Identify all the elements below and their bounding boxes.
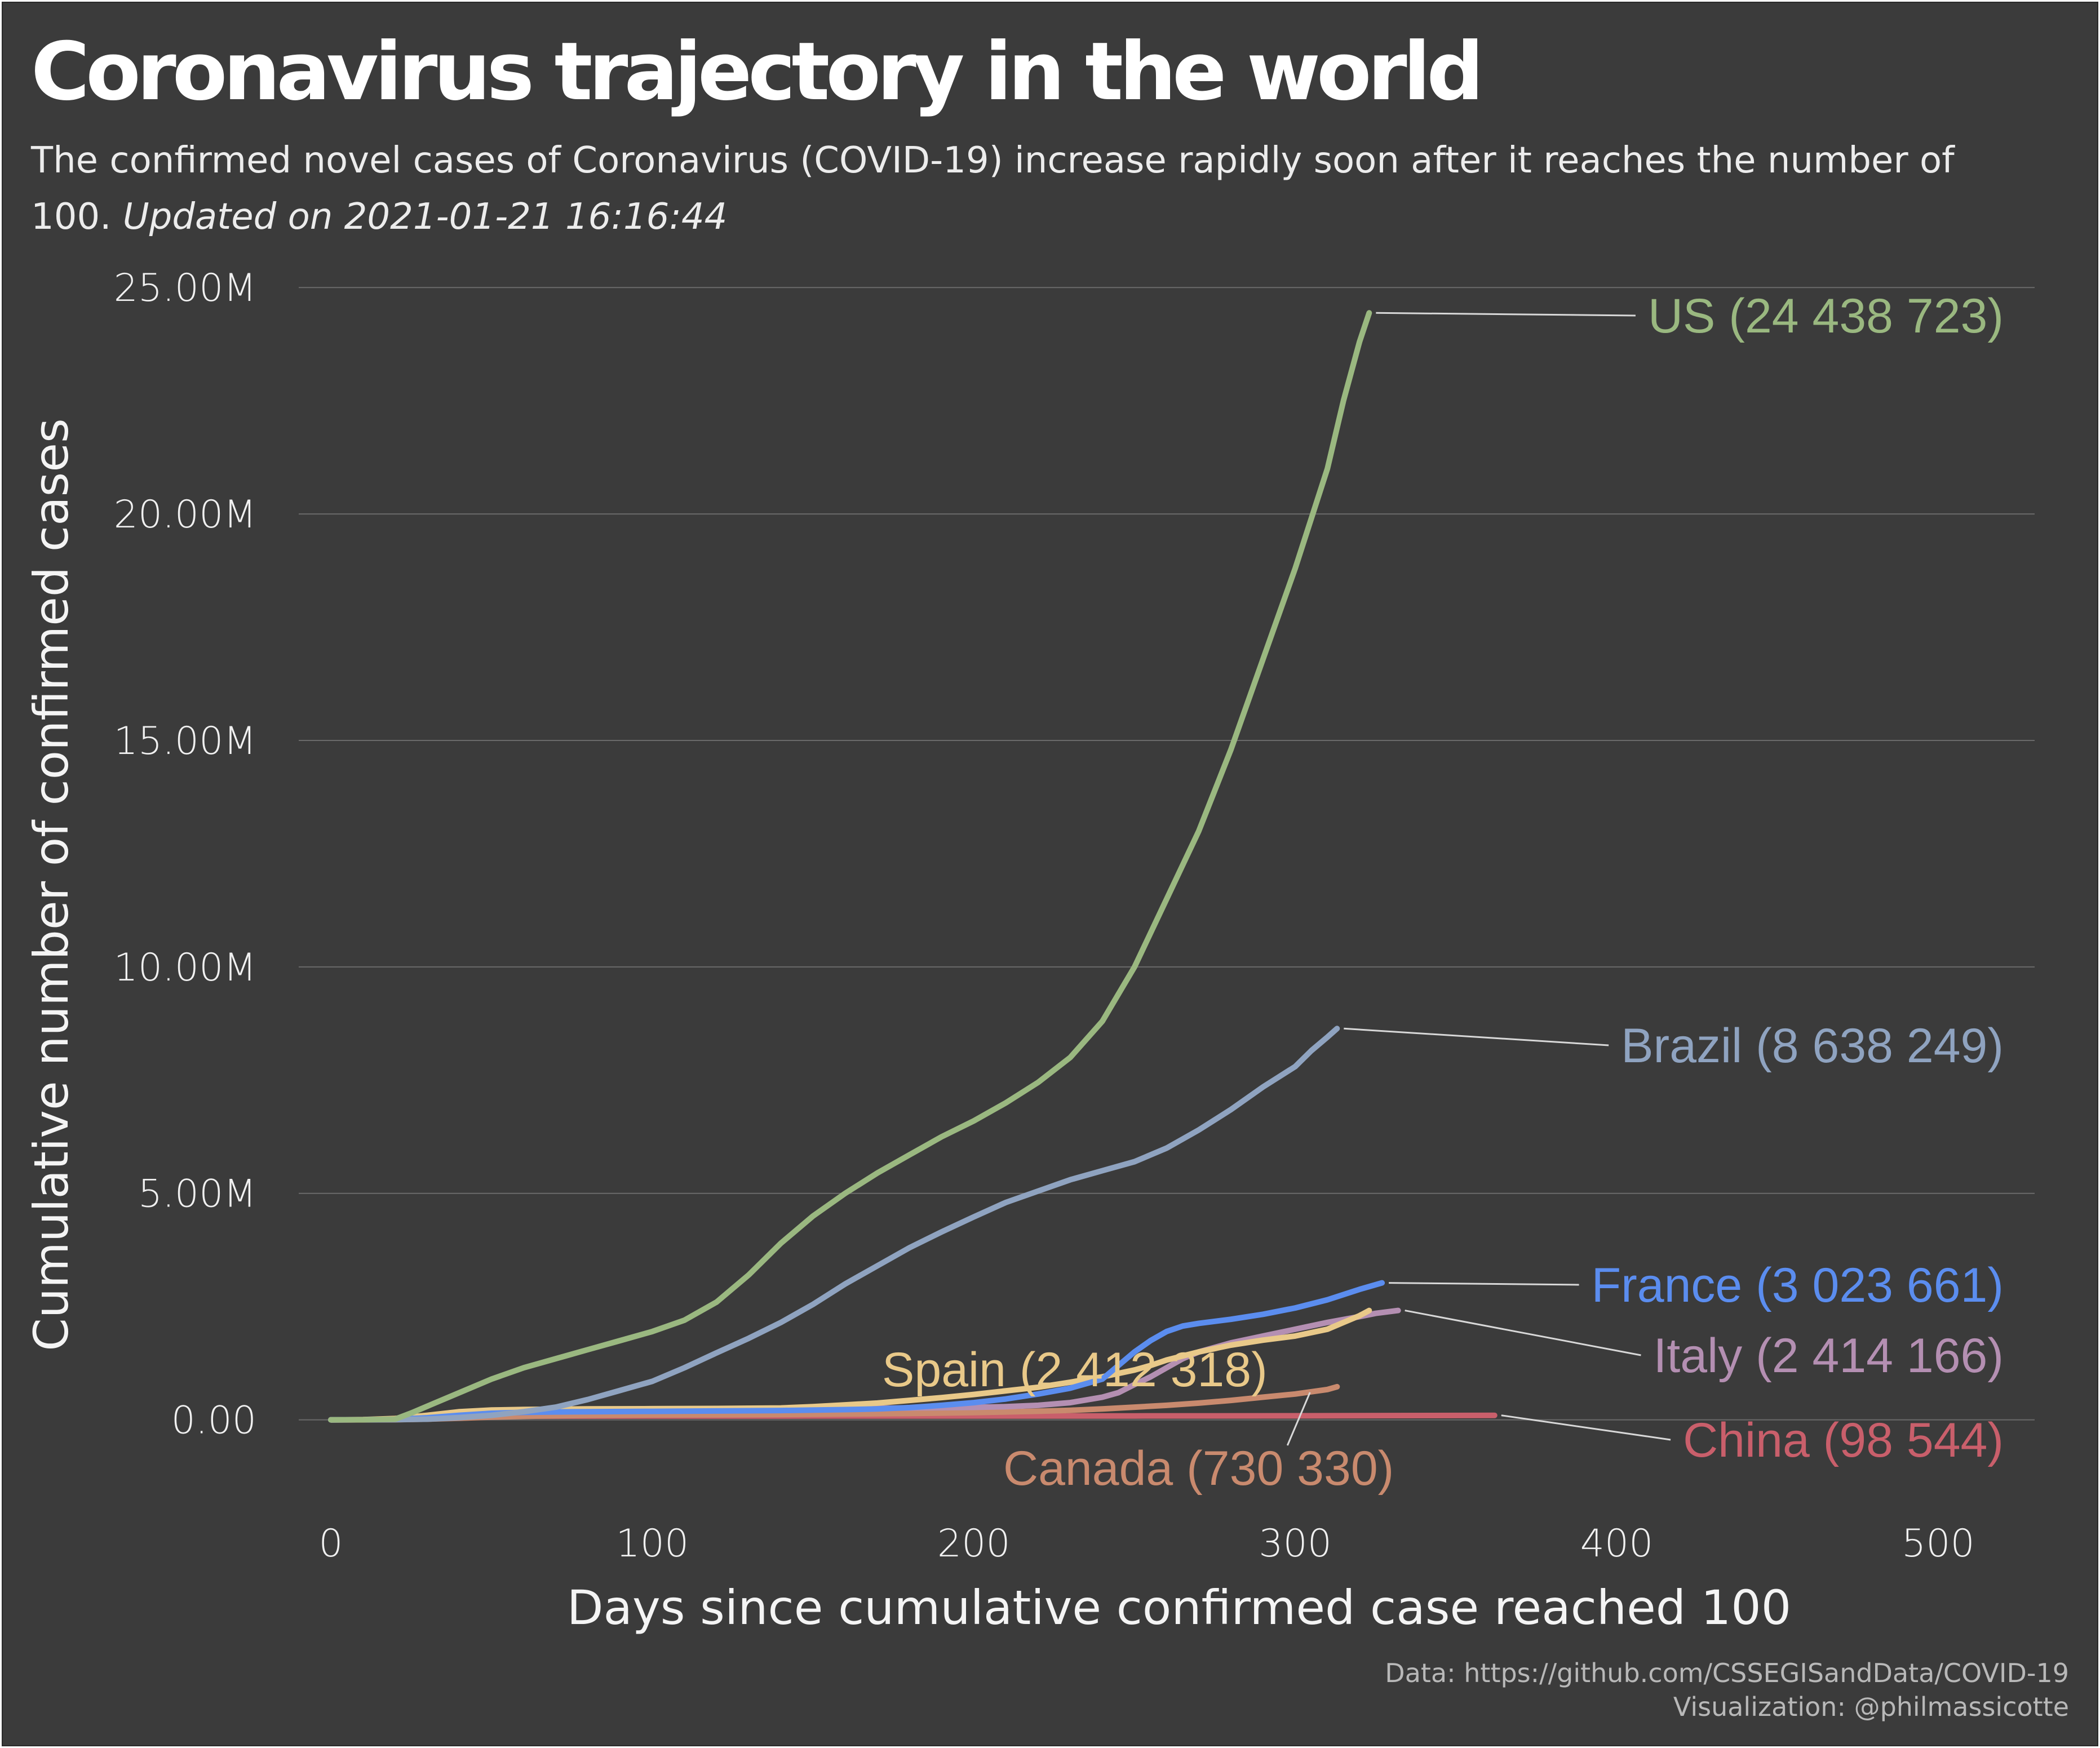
series-label-france: France (3 023 661) xyxy=(1592,1258,2004,1312)
x-tick-label: 100 xyxy=(616,1521,689,1566)
x-tick-label: 500 xyxy=(1902,1521,1975,1566)
series-lines xyxy=(328,310,1498,1423)
series-label-spain: Spain (2 412 318) xyxy=(882,1343,1268,1397)
y-tick-label: 25.00M xyxy=(114,266,256,310)
series-end-labels: China (98 544) Canada (730 330) Italy (2 4… xyxy=(882,289,2004,1496)
leader-line xyxy=(1405,1310,1641,1356)
leader-line xyxy=(1376,312,1636,317)
subtitle-text: The confirmed novel cases of Coronavirus… xyxy=(31,140,1955,238)
label-leader-lines xyxy=(1286,312,1671,1446)
leader-line xyxy=(1389,1282,1579,1286)
visualization-credit: Visualization: @philmassicotte xyxy=(1673,1692,2069,1722)
x-tick-label: 400 xyxy=(1580,1521,1654,1566)
x-axis-title: Days since cumulative confirmed case rea… xyxy=(567,1580,1791,1635)
chart-subtitle: The confirmed novel cases of Coronavirus… xyxy=(31,132,2037,245)
y-tick-label: 20.00M xyxy=(114,493,256,537)
chart-title: Coronavirus trajectory in the world xyxy=(31,25,1484,118)
gridlines xyxy=(299,287,2035,1421)
y-tick-label: 15.00M xyxy=(114,719,256,764)
series-label-brazil: Brazil (8 638 249) xyxy=(1621,1019,2004,1073)
x-axis-ticks: 0 100 200 300 400 500 xyxy=(318,1521,1974,1566)
y-axis-title: Cumulative number of confirmed cases xyxy=(24,418,79,1351)
y-tick-label: 0.00 xyxy=(171,1399,256,1443)
y-axis-ticks: 0.00 5.00M 10.00M 15.00M 20.00M 25.00M xyxy=(114,266,256,1443)
series-line-brazil xyxy=(328,1026,1340,1423)
leader-line xyxy=(1286,1392,1311,1446)
series-line-us xyxy=(328,310,1372,1423)
x-tick-label: 0 xyxy=(318,1521,343,1566)
y-tick-label: 10.00M xyxy=(114,946,256,990)
series-label-canada: Canada (730 330) xyxy=(1003,1441,1394,1496)
series-line-spain xyxy=(328,1307,1372,1423)
series-label-china: China (98 544) xyxy=(1683,1413,2004,1467)
series-label-us: US (24 438 723) xyxy=(1648,289,2004,343)
y-tick-label: 5.00M xyxy=(138,1172,256,1217)
x-tick-label: 200 xyxy=(937,1521,1011,1566)
leader-line xyxy=(1344,1027,1609,1046)
x-tick-label: 300 xyxy=(1259,1521,1332,1566)
series-label-italy: Italy (2 414 166) xyxy=(1654,1329,2004,1383)
caption: Data: https://github.com/CSSEGISandData/… xyxy=(1385,1656,2069,1724)
leader-line xyxy=(1501,1414,1671,1441)
data-source-note: Data: https://github.com/CSSEGISandData/… xyxy=(1385,1658,2069,1688)
updated-timestamp: Updated on 2021-01-21 16:16:44 xyxy=(122,196,728,238)
